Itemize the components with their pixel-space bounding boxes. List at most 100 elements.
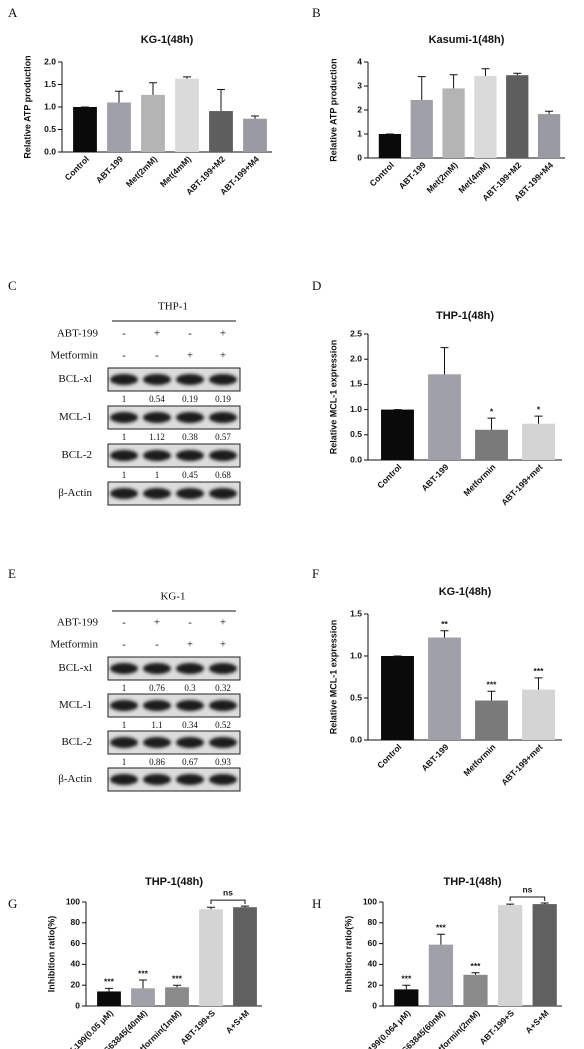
treatment-sign: - [155,350,159,362]
bar [107,102,131,152]
y-tick-label: 0 [75,1000,80,1010]
bar [394,989,419,1006]
panel-letter: G [8,896,17,911]
cell-line: THP-1 [158,301,188,313]
treatment-sign: + [154,617,160,629]
quantification: 1 [122,470,127,480]
treatment-sign: - [122,639,126,651]
protein-label: MCL-1 [59,699,92,711]
treatment-label: Metformin [50,639,98,651]
y-axis-label: Relative ATP production [328,58,338,161]
y-tick-label: 80 [368,917,378,927]
y-tick-label: 0.0 [350,454,362,464]
error-bar [545,110,554,115]
band [143,412,171,423]
quantification: 0.34 [182,720,198,730]
band [143,374,171,385]
band [110,412,138,423]
chart-title: THP-1(48h) [145,876,203,888]
band [176,663,204,674]
y-axis-label: Inhibition ratio(%) [46,916,56,993]
treatment-sign: + [154,328,160,340]
y-tick-label: 80 [71,917,81,927]
x-tick-label: Metformin [461,742,497,778]
bar [199,909,223,1006]
x-tick-label: Control [63,154,91,182]
chart-title: KG-1(48h) [439,586,492,598]
y-tick-label: 2.5 [350,328,362,338]
error-bar [417,76,426,100]
bar [522,423,555,460]
band [110,774,138,785]
y-tick-label: 100 [363,896,377,906]
band [209,774,237,785]
panel-letter: A [8,5,18,20]
protein-label: β-Actin [58,773,92,785]
band [143,663,171,674]
bar [428,944,454,1006]
bar [381,409,414,460]
panel-letter: D [312,278,321,293]
error-bar [506,903,515,906]
quantification: 0.32 [215,683,231,693]
panel-letter: H [312,896,321,911]
y-tick-label: 1.0 [350,404,362,414]
treatment-sign: - [122,350,126,362]
blot-frame [107,367,241,392]
error-bar [440,630,449,638]
western-blot: C THP-1 ABT-199 - + - + Metformin - - + + BCL-xl 1 0.5… [8,278,241,506]
band [209,374,237,385]
chart: B Kasumi-1(48h) Relative ATP production 0 1 2… [312,5,565,203]
treatment-sign: - [188,617,192,629]
bar [175,78,199,152]
error-bar [440,347,449,375]
significance-label: *** [172,973,183,983]
y-axis-label: Inhibition ratio(%) [343,916,353,993]
quantification: 0.19 [182,394,198,404]
band [209,412,237,423]
band [209,488,237,499]
chart: A KG-1(48h) Relative ATP production 0.0 0.5 1… [8,5,272,197]
x-tick-label: ABT-199(0.064 μM) [352,1008,413,1049]
treatment-sign: - [122,328,126,340]
chart: G THP-1(48h) Inhibition ratio(%) 0 20 40 60 80 1… [8,876,262,1049]
blot-frame [107,405,241,430]
blot-frame [107,767,241,792]
band [110,700,138,711]
band [143,488,171,499]
x-tick-label: Control [375,742,403,770]
error-bar [207,906,215,910]
bar [410,99,433,158]
error-bar [449,74,458,89]
significance-label: *** [471,961,482,971]
bar [381,656,414,740]
y-tick-label: 20 [71,979,81,989]
treatment-label: ABT-199 [57,617,99,629]
significance-label: *** [487,680,498,690]
error-bar [402,984,411,990]
bracket-label: ns [522,884,532,894]
band [176,374,204,385]
x-tick-label: Control [367,160,395,188]
quantification: 0.57 [215,432,231,442]
y-axis-label: Relative MCL-1 expression [328,340,338,455]
bar [378,134,402,158]
x-tick-label: ABT-199 [419,742,450,773]
error-bar [241,905,249,908]
significance-label: ** [441,619,448,629]
x-tick-label: A+S+M [224,1008,251,1035]
quantification: 1.12 [149,432,165,442]
band [143,774,171,785]
y-tick-label: 1.5 [350,379,362,389]
significance-label: *** [436,922,447,932]
band [209,700,237,711]
quantification: 0.86 [149,757,165,767]
bar [97,991,121,1006]
significance-bracket [210,899,246,905]
protein-label: BCL-2 [61,736,92,748]
x-tick-label: Control [375,462,403,490]
y-tick-label: 40 [368,959,378,969]
treatment-sign: + [220,328,226,340]
quantification: 0.54 [149,394,165,404]
bar [497,905,523,1006]
